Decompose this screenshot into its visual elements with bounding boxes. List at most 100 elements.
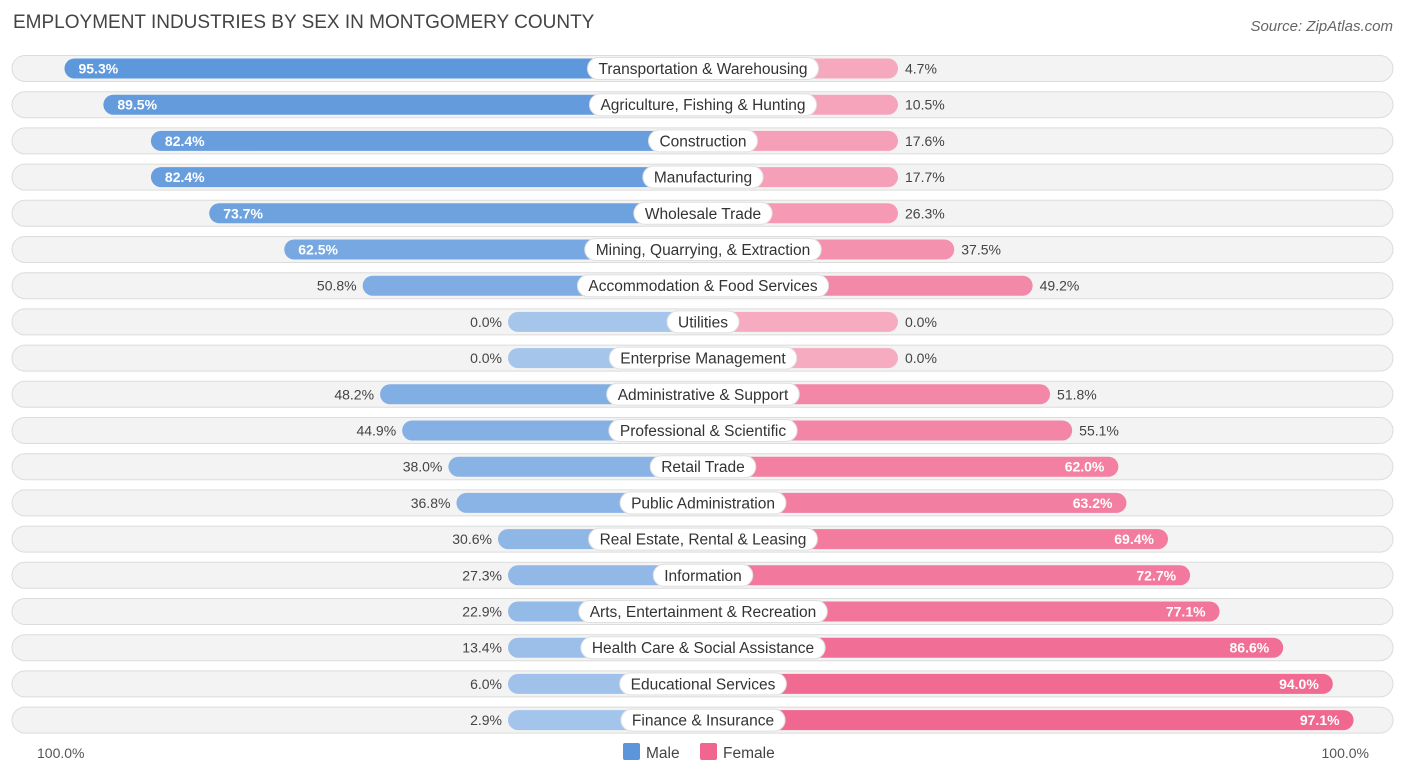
male-value-label: 82.4%	[165, 133, 205, 149]
category-label: Utilities	[678, 314, 728, 331]
male-value-label: 38.0%	[403, 459, 443, 475]
category-pill	[578, 600, 828, 623]
female-value-label: 94.0%	[1279, 676, 1319, 692]
row-13: 30.6% 69.4% Real Estate, Rental & Leasing	[11, 525, 1394, 553]
row-11: 38.0% 62.0% Retail Trade	[11, 453, 1394, 481]
female-bar	[703, 673, 1333, 694]
male-value-label: 2.9%	[470, 712, 502, 728]
male-value-label: 89.5%	[117, 97, 157, 113]
female-bar	[703, 637, 1284, 658]
category-label: Finance & Insurance	[632, 713, 774, 730]
category-label: Arts, Entertainment & Recreation	[590, 604, 817, 621]
female-value-label: 49.2%	[1040, 278, 1080, 294]
legend: Male Female	[623, 743, 775, 762]
category-label: Administrative & Support	[618, 387, 789, 404]
male-value-label: 13.4%	[462, 640, 502, 656]
category-pill	[642, 165, 764, 189]
female-value-label: 51.8%	[1057, 386, 1097, 402]
row-4: 73.7% 26.3% Wholesale Trade	[11, 199, 1394, 227]
chart-rows: 95.3% 4.7% Transportation & Warehousing 89.…	[11, 55, 1394, 734]
female-value-label: 0.0%	[905, 314, 937, 330]
category-label: Enterprise Management	[620, 351, 786, 368]
axis-right-label: 100.0%	[1322, 745, 1369, 761]
row-9: 48.2% 51.8% Administrative & Support	[11, 380, 1394, 408]
female-bar	[703, 492, 1127, 513]
chart-source: Source: ZipAtlas.com	[1250, 18, 1393, 35]
female-bar	[703, 710, 1354, 731]
category-label: Health Care & Social Assistance	[592, 640, 814, 657]
female-bar	[703, 565, 1191, 586]
male-value-label: 48.2%	[334, 386, 374, 402]
male-value-label: 30.6%	[452, 531, 492, 547]
female-value-label: 63.2%	[1073, 495, 1113, 511]
category-pill	[633, 201, 773, 225]
category-label: Wholesale Trade	[645, 206, 761, 223]
male-bar	[150, 167, 704, 188]
chart-title: EMPLOYMENT INDUSTRIES BY SEX IN MONTGOME…	[13, 12, 595, 33]
female-value-label: 26.3%	[905, 205, 945, 221]
female-value-label: 62.0%	[1065, 459, 1105, 475]
category-pill	[576, 274, 830, 298]
category-pill	[588, 93, 818, 117]
male-bar	[103, 94, 704, 115]
female-value-label: 86.6%	[1230, 640, 1270, 656]
male-value-label: 22.9%	[462, 604, 502, 620]
category-pill	[588, 527, 818, 551]
male-bar	[209, 203, 703, 224]
category-label: Professional & Scientific	[620, 423, 787, 440]
female-bar	[703, 456, 1119, 477]
category-pill	[652, 563, 754, 587]
male-bar	[150, 130, 704, 151]
category-label: Agriculture, Fishing & Hunting	[600, 97, 805, 114]
row-14: 27.3% 72.7% Information	[11, 561, 1394, 589]
row-5: 62.5% 37.5% Mining, Quarrying, & Extractio…	[11, 236, 1394, 263]
row-1: 89.5% 10.5% Agriculture, Fishing & Hunting	[11, 91, 1394, 119]
row-10: 44.9% 55.1% Professional & Scientific	[11, 417, 1394, 444]
category-pill	[666, 310, 740, 334]
female-value-label: 10.5%	[905, 97, 945, 113]
category-pill	[606, 382, 800, 406]
male-value-label: 50.8%	[317, 278, 357, 294]
category-pill	[647, 129, 759, 153]
female-value-label: 0.0%	[905, 350, 937, 366]
category-pill	[649, 455, 757, 479]
female-value-label: 37.5%	[961, 242, 1001, 258]
category-label: Accommodation & Food Services	[588, 278, 817, 295]
row-8: 0.0% 0.0% Enterprise Management	[11, 344, 1394, 372]
female-value-label: 69.4%	[1114, 531, 1154, 547]
category-label: Manufacturing	[654, 170, 752, 187]
category-label: Real Estate, Rental & Leasing	[600, 532, 807, 549]
female-value-label: 72.7%	[1136, 567, 1176, 583]
category-label: Educational Services	[631, 676, 776, 693]
female-value-label: 77.1%	[1166, 604, 1206, 620]
row-7: 0.0% 0.0% Utilities	[11, 308, 1394, 336]
female-bar	[703, 601, 1220, 622]
male-value-label: 0.0%	[470, 314, 502, 330]
category-pill	[580, 636, 826, 660]
category-pill	[608, 419, 798, 442]
male-value-label: 36.8%	[411, 495, 451, 511]
category-pill	[608, 346, 798, 370]
female-value-label: 97.1%	[1300, 712, 1340, 728]
legend-male-label: Male	[646, 745, 680, 762]
axis-left-label: 100.0%	[37, 745, 84, 761]
female-value-label: 17.6%	[905, 133, 945, 149]
category-pill	[584, 238, 822, 261]
male-value-label: 0.0%	[470, 350, 502, 366]
male-value-label: 95.3%	[78, 61, 118, 77]
row-3: 82.4% 17.7% Manufacturing	[11, 163, 1394, 191]
female-bar	[703, 311, 898, 332]
female-bar	[703, 529, 1168, 550]
category-label: Transportation & Warehousing	[598, 61, 807, 78]
category-pill	[620, 708, 786, 732]
male-bar	[508, 311, 703, 332]
row-2: 82.4% 17.6% Construction	[11, 127, 1394, 155]
female-value-label: 55.1%	[1079, 423, 1119, 439]
row-15: 22.9% 77.1% Arts, Entertainment & Recreati…	[11, 598, 1394, 625]
female-value-label: 17.7%	[905, 169, 945, 185]
category-pill	[619, 491, 787, 515]
male-value-label: 82.4%	[165, 169, 205, 185]
row-0: 95.3% 4.7% Transportation & Warehousing	[11, 55, 1394, 82]
legend-male-swatch	[623, 743, 640, 760]
